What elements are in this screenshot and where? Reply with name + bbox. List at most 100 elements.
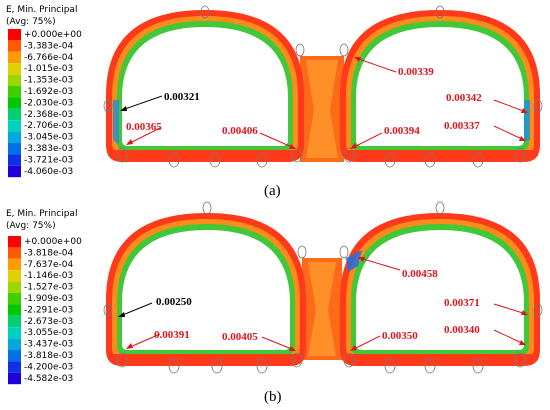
legend-subtitle: (Avg: 75%) <box>6 17 56 27</box>
annotation-value: 0.00342 <box>446 92 482 104</box>
right-tunnel-opening <box>356 27 524 146</box>
legend-swatches <box>8 236 21 385</box>
annotation-value: 0.00350 <box>382 330 418 342</box>
legend-a: E, Min. Principal (Avg: 75%) +0.000e+00 … <box>6 5 82 178</box>
legend-b: E, Min. Principal (Avg: 75%) +0.000e+00 … <box>6 209 82 385</box>
legend-label: -4.200e-03 <box>24 362 73 372</box>
legend-label: -3.055e-03 <box>24 328 73 338</box>
annotations-a: 0.00321 0.00339 0.00342 0.00365 0.00406 … <box>120 57 528 149</box>
right-shoulder-blue <box>346 250 362 272</box>
right-wall-blue <box>524 100 530 142</box>
right-invert <box>342 150 538 156</box>
legend-swatch <box>8 258 21 271</box>
legend-label: -2.673e-03 <box>24 317 73 327</box>
annotation-value: 0.00250 <box>156 296 192 308</box>
legend-swatch <box>8 293 21 305</box>
legend-swatch <box>8 236 21 248</box>
legend-label: -3.818e-03 <box>24 351 73 361</box>
left-wall-blue <box>113 100 119 145</box>
panel-a: E, Min. Principal (Avg: 75%) +0.000e+00 … <box>6 5 543 199</box>
legend-swatch <box>8 270 21 282</box>
legend-swatch <box>8 97 21 109</box>
annotation-value: 0.00365 <box>126 121 162 133</box>
left-tunnel-opening <box>122 27 288 146</box>
legend-subtitle: (Avg: 75%) <box>6 221 56 231</box>
legend-label: -1.353e-03 <box>24 76 73 86</box>
annotation-value: 0.00405 <box>222 331 258 343</box>
legend-swatch <box>8 154 21 166</box>
annotation-value: 0.00394 <box>384 125 420 137</box>
legend-swatch <box>8 108 21 121</box>
left-tunnel-opening <box>122 230 290 350</box>
legend-swatch <box>8 51 21 64</box>
tunnel-model-b <box>103 201 543 374</box>
left-invert <box>108 150 302 156</box>
pillar-shading <box>308 262 336 356</box>
legend-swatch <box>8 327 21 339</box>
legend-title: E, Min. Principal <box>6 5 77 15</box>
annotation-value: 0.00321 <box>164 91 200 103</box>
legend-label: -6.766e-04 <box>24 53 74 63</box>
tunnel-model-a <box>103 5 543 168</box>
legend-label: -1.146e-03 <box>24 271 73 281</box>
legend-swatch <box>8 40 21 52</box>
legend-swatch <box>8 361 21 373</box>
right-invert <box>342 354 538 360</box>
legend-swatches <box>8 29 21 178</box>
legend-swatch <box>8 338 21 350</box>
legend-label: -3.383e-04 <box>24 41 74 51</box>
legend-swatch <box>8 165 21 178</box>
annotation-value: 0.00340 <box>444 324 480 336</box>
legend-swatch <box>8 143 21 155</box>
annotation-value: 0.00406 <box>222 125 258 137</box>
legend-label: +0.000e+00 <box>24 237 82 247</box>
panel-label: (b) <box>264 389 282 405</box>
legend-label: -1.692e-03 <box>24 87 73 97</box>
annotation-value: 0.00458 <box>402 268 438 280</box>
legend-label: -4.582e-03 <box>24 374 73 384</box>
legend-swatch <box>8 372 21 385</box>
legend-label: -4.060e-03 <box>24 167 73 177</box>
legend-labels: +0.000e+00 -3.818e-04 -7.637e-04 -1.146e… <box>24 237 82 384</box>
legend-label: -1.909e-03 <box>24 294 73 304</box>
legend-labels: +0.000e+00 -3.383e-04 -6.766e-04 -1.015e… <box>24 30 82 177</box>
legend-swatch <box>8 86 21 98</box>
annotation-value: 0.00371 <box>444 297 480 309</box>
left-invert <box>108 354 304 360</box>
panel-label: (a) <box>264 183 281 199</box>
legend-swatch <box>8 63 21 75</box>
legend-swatch <box>8 131 21 143</box>
legend-label: -2.030e-03 <box>24 98 73 108</box>
legend-label: -3.437e-03 <box>24 340 73 350</box>
annotation-value: 0.00337 <box>444 120 480 132</box>
legend-label: -2.706e-03 <box>24 121 73 131</box>
legend-title: E, Min. Principal <box>6 209 77 219</box>
legend-label: -3.383e-03 <box>24 144 73 154</box>
legend-label: +0.000e+00 <box>24 30 82 40</box>
annotation-value: 0.00339 <box>398 66 434 78</box>
legend-swatch <box>8 315 21 328</box>
legend-label: -3.045e-03 <box>24 133 73 143</box>
legend-label: -7.637e-04 <box>24 260 74 270</box>
marker-ellipses <box>103 5 543 168</box>
legend-label: -3.818e-04 <box>24 248 74 258</box>
annotation-value: 0.00391 <box>154 329 190 341</box>
legend-label: -2.368e-03 <box>24 110 73 120</box>
legend-label: -3.721e-03 <box>24 155 73 165</box>
annotations-b: 0.00458 0.00250 0.00371 0.00391 0.00405 … <box>118 257 528 351</box>
legend-label: -1.015e-03 <box>24 64 73 74</box>
legend-swatch <box>8 281 21 293</box>
legend-swatch <box>8 247 21 259</box>
marker-ellipses <box>103 201 543 374</box>
legend-label: -2.291e-03 <box>24 305 73 315</box>
legend-swatch <box>8 350 21 362</box>
right-tunnel-opening <box>356 230 524 350</box>
legend-swatch <box>8 304 21 316</box>
legend-label: -1.527e-03 <box>24 283 73 293</box>
legend-swatch <box>8 29 21 41</box>
pillar-shading <box>306 60 338 158</box>
legend-swatch <box>8 120 21 132</box>
legend-swatch <box>8 74 21 86</box>
panel-b: E, Min. Principal (Avg: 75%) +0.000e+00 … <box>6 201 543 405</box>
